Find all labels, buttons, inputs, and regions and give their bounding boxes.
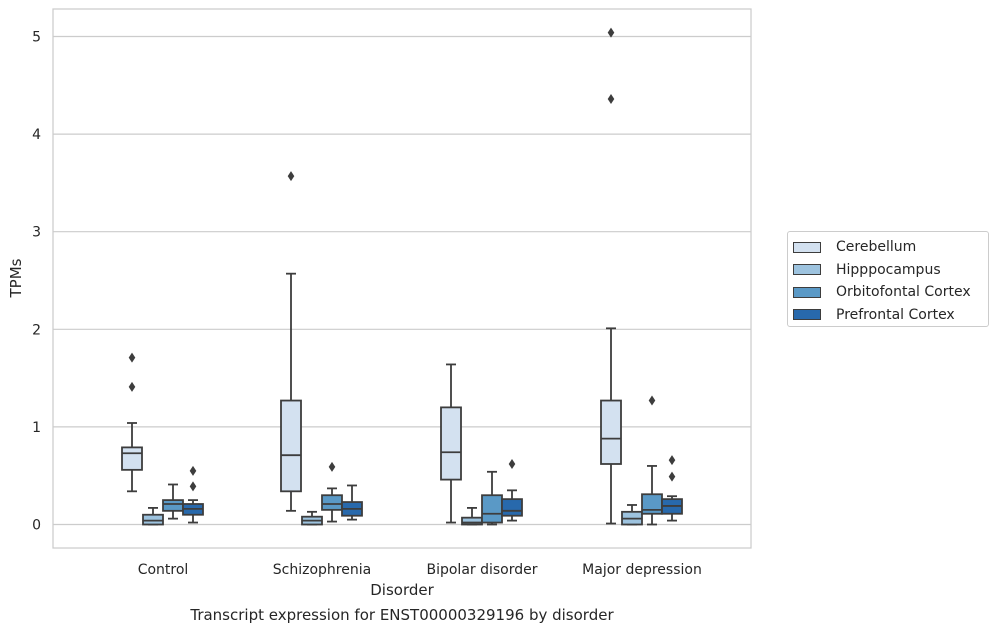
outlier-point [189, 465, 197, 476]
box-1-3 [621, 504, 643, 526]
y-tick-label: 0 [32, 518, 41, 534]
box-1-1 [301, 510, 323, 526]
legend-swatch [793, 264, 821, 276]
y-tick-label: 5 [32, 30, 41, 46]
outlier-point [128, 352, 136, 363]
y-tick-label: 1 [32, 420, 41, 436]
outlier-point [189, 481, 197, 492]
box-0-1 [280, 171, 302, 512]
box-body [440, 406, 462, 481]
x-axis-label: Disorder [370, 581, 434, 599]
outlier-point [607, 27, 615, 38]
gridlines [53, 35, 751, 526]
legend-swatch [793, 286, 821, 298]
legend-item: Prefrontal Cortex [788, 304, 988, 327]
box-body [280, 399, 302, 493]
outlier-point [128, 381, 136, 392]
outlier-point [287, 171, 295, 182]
y-tick-label: 2 [32, 322, 41, 338]
legend-label: Prefrontal Cortex [836, 306, 955, 323]
y-axis-label: TPMs [7, 258, 25, 298]
outlier-point [648, 395, 656, 406]
box-2-0 [162, 483, 184, 520]
legend-label: Orbitofontal Cortex [836, 284, 971, 301]
box-0-3 [600, 27, 622, 525]
box-body [121, 446, 143, 471]
legend-item: Cerebellum [788, 236, 988, 259]
box-2-3 [641, 395, 663, 526]
legend-swatch [793, 309, 821, 321]
box-0-0 [121, 352, 143, 493]
x-tick-label: Schizophrenia [273, 562, 371, 578]
x-tick-label: Control [138, 562, 189, 578]
outlier-point [668, 455, 676, 466]
x-tick-label: Major depression [582, 562, 702, 578]
box-1-2 [461, 507, 483, 526]
outlier-point [607, 93, 615, 104]
box-3-3 [661, 455, 683, 522]
box-body [600, 399, 622, 465]
legend-item: Hipppocampus [788, 259, 988, 282]
outlier-point [508, 458, 516, 469]
plot-frame [52, 8, 752, 549]
y-tick-label: 4 [32, 127, 41, 143]
legend-label: Hipppocampus [836, 261, 941, 278]
y-tick-labels: 0 1 2 3 4 5 [32, 30, 41, 534]
box-0-2 [440, 363, 462, 524]
box-3-2 [501, 458, 523, 522]
box-body [501, 498, 523, 517]
boxes [121, 27, 683, 526]
legend-swatch [793, 241, 821, 253]
legend-item: Orbitofontal Cortex [788, 281, 988, 304]
chart-title: Transcript expression for ENST0000032919… [190, 606, 614, 624]
x-tick-label: Bipolar disorder [426, 562, 537, 578]
box-body [321, 494, 343, 511]
legend: Cerebellum Hipppocampus Orbitofontal Corte… [787, 231, 989, 327]
outlier-point [328, 461, 336, 472]
box-body [162, 499, 184, 512]
box-body [641, 493, 663, 515]
outlier-point [668, 471, 676, 482]
box-body [142, 513, 164, 526]
box-2-1 [321, 461, 343, 523]
box-3-0 [182, 465, 204, 524]
box-3-1 [341, 484, 363, 521]
box-2-2 [481, 470, 503, 526]
y-tick-label: 3 [32, 225, 41, 241]
legend-label: Cerebellum [836, 239, 917, 256]
box-body [461, 516, 483, 526]
box-body [481, 494, 503, 524]
box-1-0 [142, 507, 164, 526]
x-tick-labels: Control Schizophrenia Bipolar disorder Majo… [138, 562, 702, 578]
